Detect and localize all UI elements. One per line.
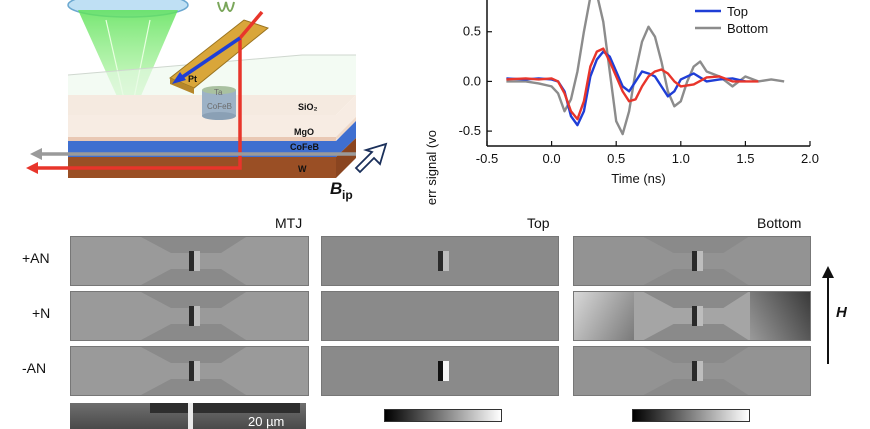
label-w: W — [298, 164, 307, 174]
label-cofeb-bottom: CoFeB — [290, 142, 320, 152]
series-line-top — [506, 50, 746, 127]
colorbar-top — [384, 409, 502, 422]
colorbar-bottom — [632, 409, 750, 422]
label-pt: Pt — [188, 74, 197, 84]
x-tick-label: 1.5 — [736, 151, 754, 166]
laser-beam — [78, 10, 178, 112]
moke-image — [321, 236, 559, 286]
moke-image — [321, 346, 559, 396]
y-axis-label: Polar Kerr signal (vo — [424, 130, 439, 205]
label-ta: Ta — [214, 88, 223, 97]
field-arrow-icon — [822, 266, 834, 364]
x-tick-label: 2.0 — [801, 151, 819, 166]
label-bip-sub: ip — [342, 188, 353, 202]
moke-column-title: MTJ — [275, 215, 303, 231]
x-tick-label: 0.0 — [543, 151, 561, 166]
label-cofeb-top: CoFeB — [207, 102, 232, 111]
legend-entry: Bottom — [727, 21, 768, 36]
sem-image: 20 µm — [70, 403, 306, 429]
device-schematic: Pt Ta CoFeB SiO₂ MgO CoFeB W B ip — [26, 0, 388, 202]
rf-waveform-icon — [217, 1, 235, 12]
series-line-mtj — [506, 47, 759, 121]
moke-image — [70, 346, 309, 396]
moke-column-title: Bottom — [757, 215, 802, 231]
label-sio2: SiO₂ — [298, 102, 318, 112]
moke-row-label: +N — [32, 305, 51, 321]
x-axis-label: Time (ns) — [611, 171, 665, 186]
field-label: H — [836, 304, 847, 321]
bip-arrow-icon — [354, 142, 388, 174]
y-tick-label: 0.0 — [463, 73, 481, 88]
label-bip: B — [330, 179, 342, 198]
x-tick-label: 1.0 — [672, 151, 690, 166]
moke-image — [321, 291, 559, 341]
legend-entry: MTJ — [727, 0, 752, 2]
moke-image — [573, 291, 811, 341]
x-tick-label: -0.5 — [476, 151, 498, 166]
legend-entry: Top — [727, 4, 748, 19]
moke-image — [70, 291, 309, 341]
moke-column-title: Top — [527, 215, 550, 231]
moke-image — [573, 236, 811, 286]
kerr-chart: -0.5 0.0 0.5 1.0 1.5 2.0 -0.5 0.0 0.5 Time (ns) Po… — [424, 0, 819, 205]
mtj-pillar — [202, 90, 236, 116]
moke-image — [573, 346, 811, 396]
x-tick-label: 0.5 — [607, 151, 625, 166]
moke-row-label: +AN — [22, 250, 50, 266]
y-tick-label: 0.5 — [463, 24, 481, 39]
moke-image — [70, 236, 309, 286]
scale-bar-label: 20 µm — [248, 414, 285, 429]
moke-row-label: -AN — [22, 360, 47, 376]
y-tick-label: -0.5 — [459, 123, 481, 138]
label-mgo: MgO — [294, 127, 314, 137]
